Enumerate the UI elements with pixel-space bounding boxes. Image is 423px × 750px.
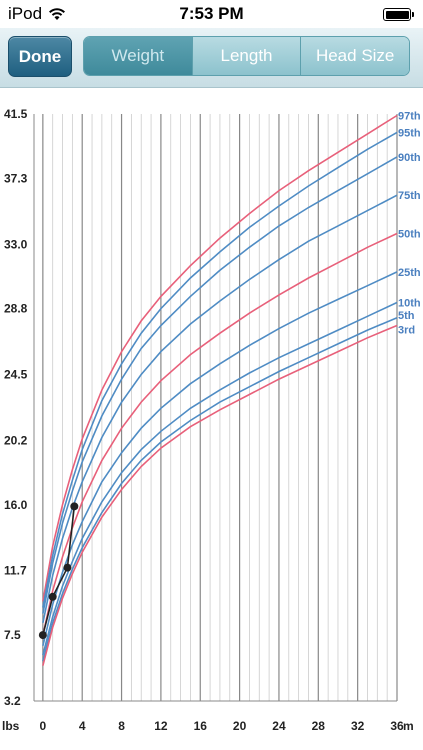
percentile-label-50th: 50th bbox=[398, 229, 421, 241]
measurement-segmented-control: Weight Length Head Size bbox=[83, 36, 410, 76]
x-tick-label: 8 bbox=[118, 719, 125, 733]
percentile-label-25th: 25th bbox=[398, 267, 421, 279]
growth-chart: 97th 95th 90th 75th 50th 25th 10th 5th 3rd 41.5 3… bbox=[0, 88, 423, 750]
measurement-point bbox=[38, 631, 47, 640]
percentile-curve-75th bbox=[42, 194, 398, 623]
percentile-label-97th: 97th bbox=[398, 111, 421, 123]
x-tick-label: 28 bbox=[312, 719, 326, 733]
y-tick-label: 37.3 bbox=[4, 171, 28, 185]
y-tick-label: 33.0 bbox=[4, 237, 28, 251]
x-tick-label: 20 bbox=[233, 719, 247, 733]
y-tick-label: 41.5 bbox=[4, 107, 28, 121]
y-tick-label: 16.0 bbox=[4, 498, 28, 512]
x-tick-label: 32 bbox=[351, 719, 365, 733]
status-time: 7:53 PM bbox=[179, 4, 244, 23]
percentile-label-90th: 90th bbox=[398, 152, 421, 164]
percentile-curve-90th bbox=[42, 156, 398, 614]
done-button[interactable]: Done bbox=[8, 36, 72, 77]
percentile-curve-50th bbox=[42, 232, 398, 636]
x-tick-label: 16 bbox=[194, 719, 208, 733]
wifi-icon bbox=[49, 8, 66, 20]
device-name: iPod bbox=[8, 4, 43, 23]
y-tick-label: 20.2 bbox=[4, 433, 28, 447]
percentile-label-5th: 5th bbox=[398, 310, 415, 322]
y-unit-label: lbs bbox=[2, 719, 20, 733]
tab-head-size[interactable]: Head Size bbox=[300, 37, 409, 75]
y-tick-label: 7.5 bbox=[4, 628, 21, 642]
x-tick-label: 0 bbox=[40, 719, 47, 733]
y-tick-label: 24.5 bbox=[4, 368, 28, 382]
percentile-curve-95th bbox=[42, 131, 398, 608]
measurement-point bbox=[48, 592, 57, 601]
x-tick-label: 12 bbox=[154, 719, 168, 733]
percentile-label-75th: 75th bbox=[398, 190, 421, 202]
x-unit-label: m bbox=[403, 719, 414, 733]
status-left: iPod bbox=[8, 4, 66, 24]
measurement-point bbox=[63, 563, 72, 572]
measurement-line bbox=[42, 506, 76, 636]
toolbar: Done Weight Length Head Size bbox=[0, 28, 423, 88]
measurement-point bbox=[70, 502, 79, 511]
y-tick-label: 3.2 bbox=[4, 694, 21, 708]
x-tick-label: 24 bbox=[272, 719, 286, 733]
x-tick-label: 4 bbox=[79, 719, 86, 733]
percentile-curve-3rd bbox=[42, 324, 398, 666]
tab-weight[interactable]: Weight bbox=[84, 37, 192, 75]
y-tick-label: 28.8 bbox=[4, 302, 28, 316]
battery-icon bbox=[383, 8, 414, 21]
y-tick-label: 11.7 bbox=[4, 564, 27, 578]
percentile-label-3rd: 3rd bbox=[398, 325, 415, 337]
percentile-label-10th: 10th bbox=[398, 298, 421, 310]
percentile-curve-5th bbox=[42, 317, 398, 662]
percentile-label-95th: 95th bbox=[398, 127, 421, 139]
percentile-curve-97th bbox=[42, 114, 398, 602]
tab-length[interactable]: Length bbox=[191, 37, 301, 75]
status-bar: iPod 7:53 PM bbox=[0, 0, 423, 28]
x-tick-label: 36 bbox=[390, 719, 404, 733]
